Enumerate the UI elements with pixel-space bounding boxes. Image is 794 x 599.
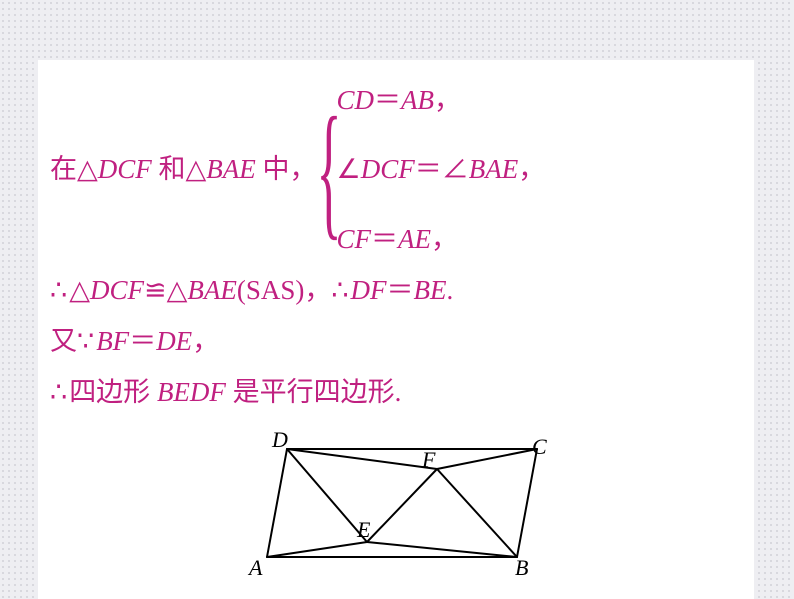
line-1: 在DCF 和BAE 中， { CD＝AB， DCF＝BAE， CF＝AE， [50,75,744,265]
svg-text:E: E [356,517,371,542]
text-prefix: 在DCF 和BAE 中， [50,144,317,195]
condition-1: CD＝AB， [337,75,546,126]
svg-text:A: A [247,555,263,579]
svg-text:D: D [271,429,288,452]
condition-2: DCF＝BAE， [337,144,546,195]
brace-conditions: { CD＝AB， DCF＝BAE， CF＝AE， [321,75,546,265]
condition-3: CF＝AE， [337,214,546,265]
proof-content: 在DCF 和BAE 中， { CD＝AB， DCF＝BAE， CF＝AE， DC… [38,60,754,599]
svg-text:B: B [515,555,528,579]
left-brace: { [316,110,341,230]
geometry-diagram: A B C D E F [247,429,547,579]
svg-text:C: C [532,434,547,459]
svg-text:F: F [421,447,436,472]
line-2: DCFBAE(SAS)，DF＝BE. [50,265,744,316]
line-4: 四边形 BEDF 是平行四边形. [50,367,744,418]
diagram-container: A B C D E F [50,429,744,584]
line-3: 又BF＝DE， [50,316,744,367]
